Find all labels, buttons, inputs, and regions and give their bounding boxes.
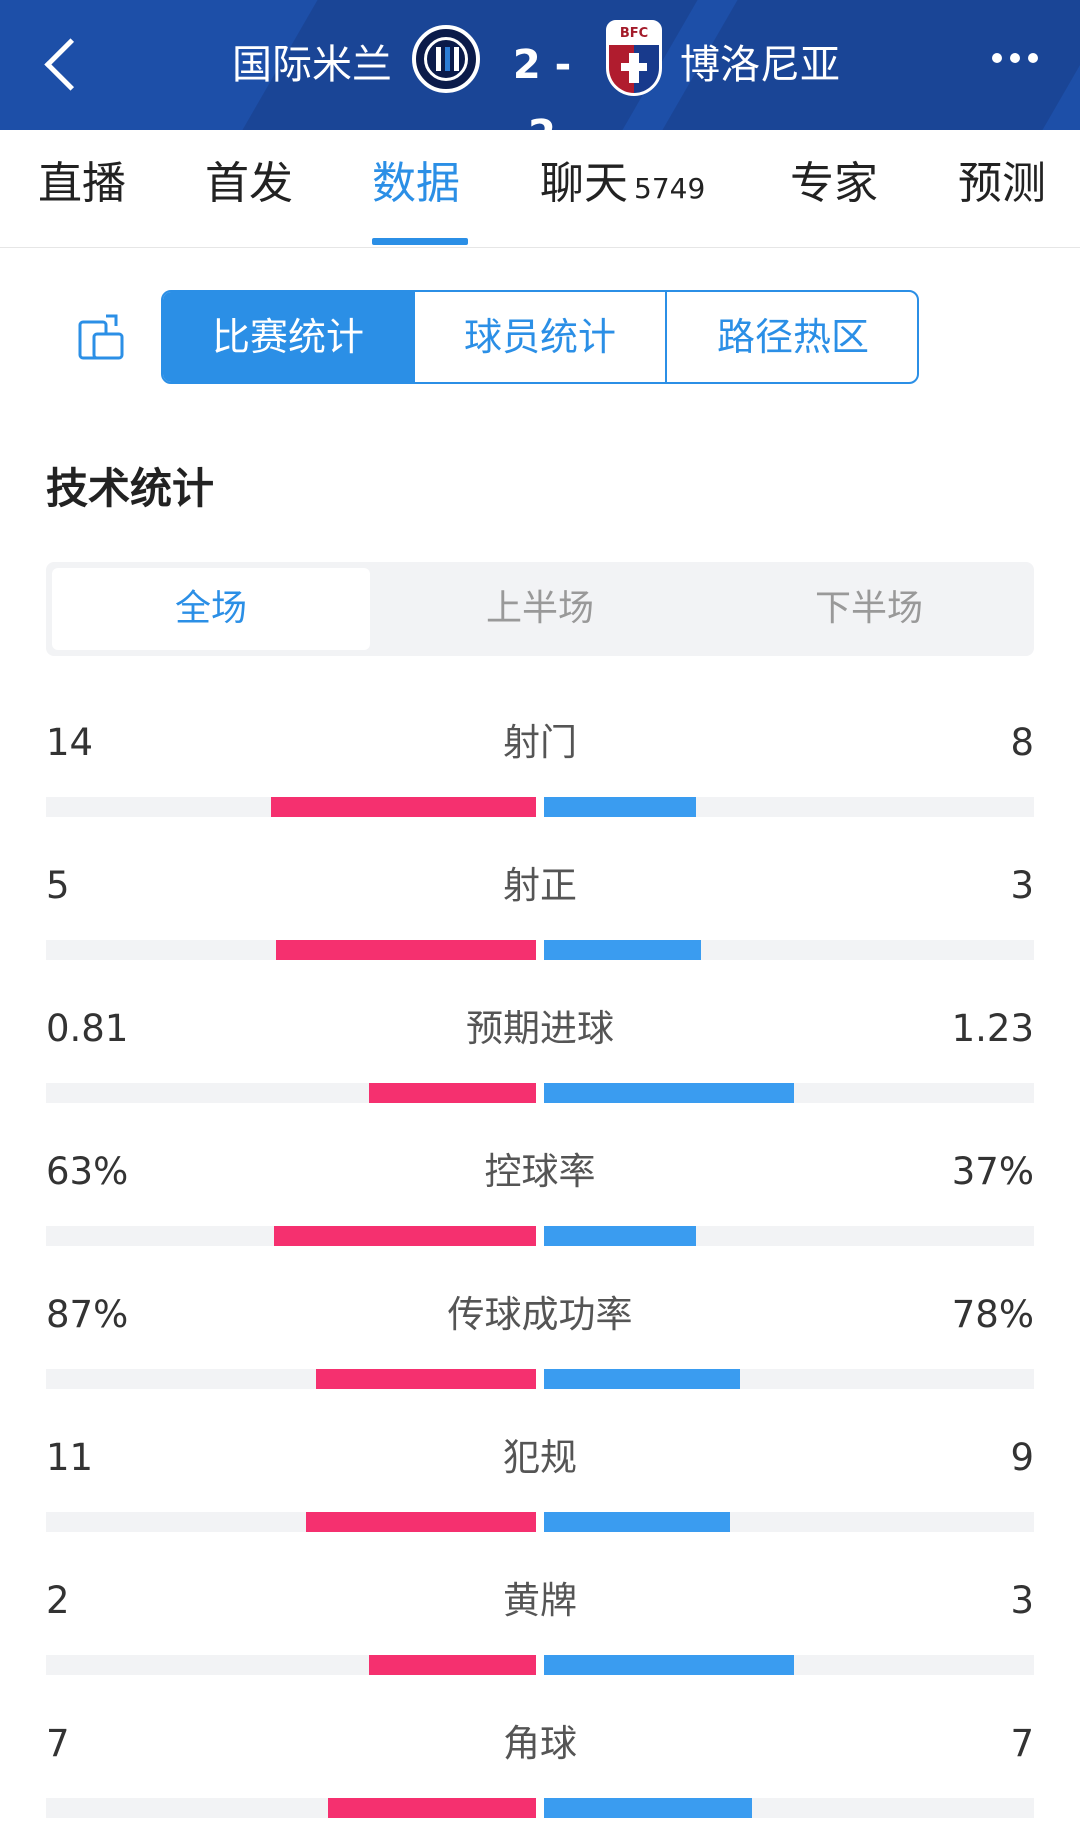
away-team-name: 博洛尼亚 (680, 42, 840, 88)
home-team-name: 国际米兰 (232, 42, 392, 88)
away-bar-track (544, 797, 1034, 817)
home-stat-bar (315, 1369, 536, 1389)
inter-logo-icon (412, 25, 480, 93)
more-menu-icon[interactable] (992, 48, 1052, 72)
away-bar-track (544, 1655, 1034, 1675)
tab-live[interactable]: 直播 (38, 158, 126, 209)
bologna-logo-text: BFC (609, 23, 659, 45)
stat-row: 87% 传球成功率 78% (46, 1287, 1034, 1417)
tab-chat[interactable]: 聊天 5749 (540, 130, 705, 247)
home-bar-track (46, 1083, 536, 1103)
home-stat-bar (271, 797, 536, 817)
home-stat-value: 5 (46, 864, 70, 907)
home-stat-value: 14 (46, 721, 94, 764)
home-bar-track (46, 1798, 536, 1818)
away-stat-value: 8 (1010, 721, 1034, 764)
stat-label: 黄牌 (503, 1579, 577, 1622)
home-stat-bar (273, 1226, 536, 1246)
away-bar-track (544, 1512, 1034, 1532)
home-bar-track (46, 797, 536, 817)
away-bar-track (544, 940, 1034, 960)
home-stat-value: 11 (46, 1436, 94, 1479)
stat-label: 射正 (503, 864, 577, 907)
section-title: 技术统计 (46, 464, 215, 513)
away-stat-bar (544, 1083, 794, 1103)
away-bar-track (544, 1083, 1034, 1103)
away-stat-value: 3 (1010, 864, 1034, 907)
away-stat-value: 1.23 (951, 1007, 1034, 1050)
home-stat-bar (369, 1655, 536, 1675)
period-first-half-button[interactable]: 上半场 (485, 588, 594, 629)
match-score: 2 - 2 (512, 42, 572, 130)
away-stat-bar (544, 1798, 753, 1818)
stat-label: 传球成功率 (447, 1293, 633, 1336)
away-stat-bar (544, 1369, 740, 1389)
home-stat-bar (327, 1798, 536, 1818)
period-full-button[interactable]: 全场 (52, 568, 370, 650)
stat-label: 预期进球 (466, 1007, 614, 1050)
tab-predict[interactable]: 预测 (958, 158, 1046, 209)
heatmap-button[interactable]: 路径热区 (716, 315, 869, 359)
stat-row: 2 黄牌 3 (46, 1573, 1034, 1703)
stat-label: 角球 (503, 1722, 577, 1765)
away-bar-track (544, 1369, 1034, 1389)
away-stat-value: 37% (951, 1150, 1034, 1193)
home-bar-track (46, 1655, 536, 1675)
period-second-half-button[interactable]: 下半场 (814, 588, 923, 629)
stat-row: 5 射正 3 (46, 858, 1034, 988)
tab-experts[interactable]: 专家 (790, 158, 878, 209)
tab-lineup[interactable]: 首发 (205, 158, 293, 209)
chat-count-badge: 5749 (634, 172, 706, 205)
away-stat-value: 3 (1010, 1579, 1034, 1622)
switch-view-icon[interactable] (76, 312, 128, 364)
away-bar-track (544, 1226, 1034, 1246)
match-stats-button[interactable]: 比赛统计 (163, 292, 415, 382)
away-stat-bar (544, 1655, 794, 1675)
home-stat-value: 0.81 (46, 1007, 129, 1050)
bologna-logo-icon: BFC (606, 20, 662, 96)
stat-row: 63% 控球率 37% (46, 1144, 1034, 1274)
away-stat-value: 9 (1010, 1436, 1034, 1479)
away-stat-value: 78% (951, 1293, 1034, 1336)
home-bar-track (46, 1512, 536, 1532)
stat-label: 射门 (503, 721, 577, 764)
away-stat-bar (544, 797, 696, 817)
stat-row: 0.81 预期进球 1.23 (46, 1001, 1034, 1131)
tab-data[interactable]: 数据 (372, 158, 460, 209)
away-stat-value: 7 (1010, 1722, 1034, 1765)
player-stats-button[interactable]: 球员统计 (415, 292, 667, 382)
home-bar-track (46, 940, 536, 960)
tab-chat-label: 聊天 (540, 158, 628, 209)
match-header: 国际米兰 2 - 2 BFC 博洛尼亚 (0, 0, 1080, 130)
home-stat-bar (369, 1083, 536, 1103)
home-stat-value: 87% (46, 1293, 129, 1336)
away-bar-track (544, 1798, 1034, 1818)
main-tabs: 直播 首发 数据 聊天 5749 专家 预测 (0, 130, 1080, 248)
away-stat-bar (544, 1512, 731, 1532)
stat-label: 控球率 (484, 1150, 596, 1193)
home-bar-track (46, 1226, 536, 1246)
active-tab-indicator (372, 238, 468, 245)
home-stat-value: 63% (46, 1150, 129, 1193)
stat-label: 犯规 (503, 1436, 577, 1479)
stat-row: 7 角球 7 (46, 1716, 1034, 1846)
away-stat-bar (544, 940, 701, 960)
period-switch: 全场 上半场 下半场 (46, 562, 1034, 656)
home-bar-track (46, 1369, 536, 1389)
home-stat-value: 2 (46, 1579, 70, 1622)
stat-row: 11 犯规 9 (46, 1430, 1034, 1560)
stat-row: 14 射门 8 (46, 715, 1034, 845)
home-stat-bar (276, 940, 536, 960)
home-stat-value: 7 (46, 1722, 70, 1765)
away-stat-bar (544, 1226, 696, 1246)
home-stat-bar (305, 1512, 536, 1532)
stats-type-switch: 比赛统计 球员统计 路径热区 (161, 290, 919, 384)
back-arrow-icon[interactable] (38, 30, 98, 100)
